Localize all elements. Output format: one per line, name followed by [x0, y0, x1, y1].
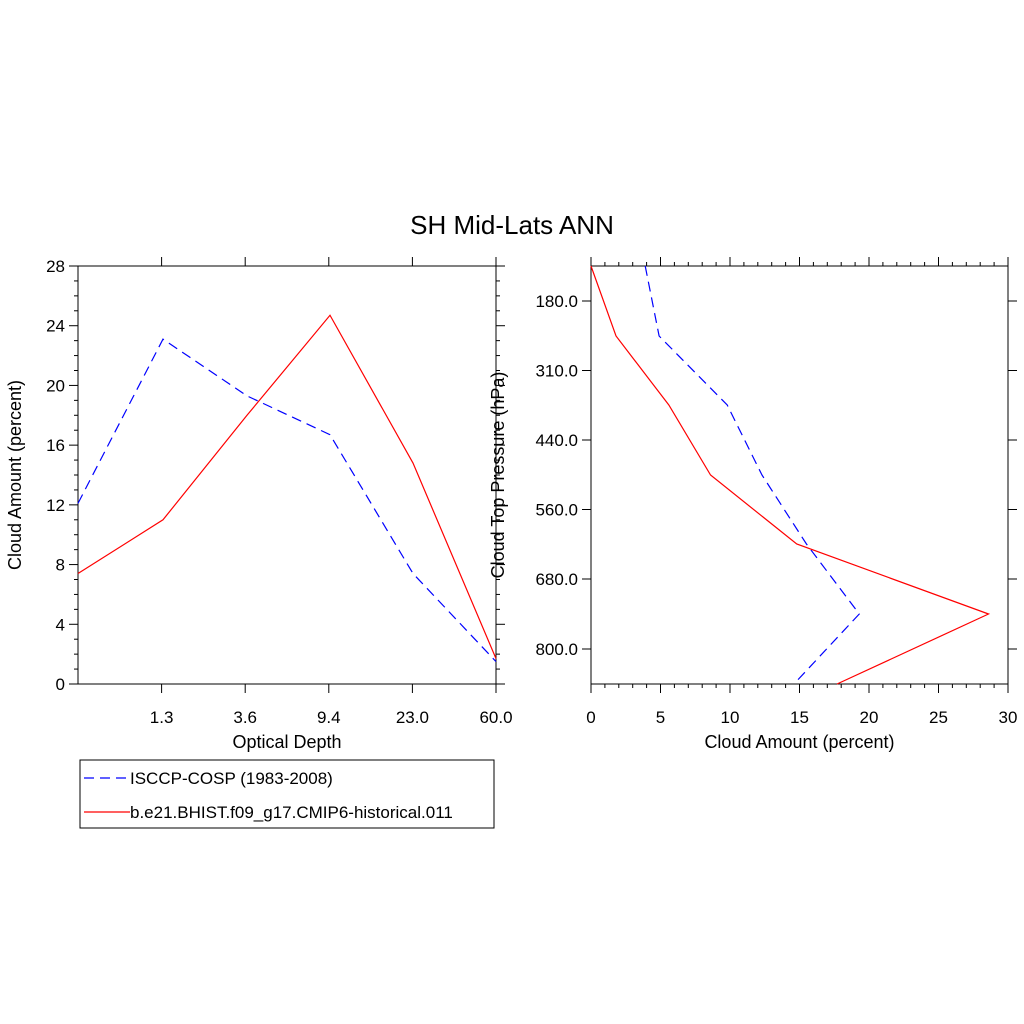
- right-y-tick-label: 560.0: [535, 501, 578, 520]
- left-plot-frame: [77, 265, 497, 685]
- left-x-axis-title: Optical Depth: [232, 732, 341, 752]
- right-y-tick-label: 180.0: [535, 292, 578, 311]
- optical-depth-panel: 0 4 8 12 16 20 24 28 1.3 3.6 9.4 23.0 60.0 Optical De…: [5, 257, 513, 752]
- right-x-tick-label: 10: [721, 708, 740, 727]
- left-x-tick-label: 23.0: [396, 708, 429, 727]
- right-x-tick-label: 30: [999, 708, 1018, 727]
- right-x-tick-label: 0: [586, 708, 595, 727]
- right-y-tick-label: 440.0: [535, 431, 578, 450]
- left-y-tick-label: 12: [46, 496, 65, 515]
- left-y-tick-label: 0: [56, 675, 65, 694]
- left-x-tick-label: 9.4: [317, 708, 341, 727]
- left-y-tick-label: 4: [56, 615, 65, 634]
- legend-label-model: b.e21.BHIST.f09_g17.CMIP6-historical.011: [130, 803, 453, 822]
- right-plot-frame: [590, 265, 1009, 685]
- left-series-model-line: [77, 314, 497, 659]
- legend-box: [79, 759, 495, 829]
- right-x-tick-label: 20: [860, 708, 879, 727]
- left-y-tick-label: 24: [46, 317, 65, 336]
- legend-label-obs: ISCCP-COSP (1983-2008): [130, 769, 333, 788]
- left-y-tick-label: 20: [46, 376, 65, 395]
- left-x-tick-label: 60.0: [479, 708, 512, 727]
- left-y-tick-label: 28: [46, 257, 65, 276]
- right-series-model-line: [590, 265, 991, 685]
- left-y-tick-label: 8: [56, 556, 65, 575]
- right-x-axis-title: Cloud Amount (percent): [704, 732, 894, 752]
- right-y-tick-label: 310.0: [535, 362, 578, 381]
- right-y-tick-label: 800.0: [535, 640, 578, 659]
- left-series-obs-line: [77, 338, 497, 663]
- legend: ISCCP-COSP (1983-2008) b.e21.BHIST.f09_g…: [79, 759, 495, 829]
- left-y-tick-label: 16: [46, 436, 65, 455]
- right-y-tick-label: 680.0: [535, 570, 578, 589]
- left-x-tick-label: 3.6: [233, 708, 257, 727]
- left-x-tick-label: 1.3: [150, 708, 174, 727]
- right-series-obs-line: [644, 265, 861, 685]
- figure-title: SH Mid-Lats ANN: [410, 210, 614, 240]
- left-y-axis-title: Cloud Amount (percent): [5, 380, 25, 570]
- right-x-tick-label: 15: [790, 708, 809, 727]
- right-x-tick-label: 5: [656, 708, 665, 727]
- right-x-tick-label: 25: [929, 708, 948, 727]
- right-y-axis-title: Cloud Top Pressure (hPa): [488, 372, 508, 579]
- pressure-profile-panel: 0 5 10 15 20 25 30 180.0 310.0 440.0 560.0 680.0 800…: [488, 257, 1017, 752]
